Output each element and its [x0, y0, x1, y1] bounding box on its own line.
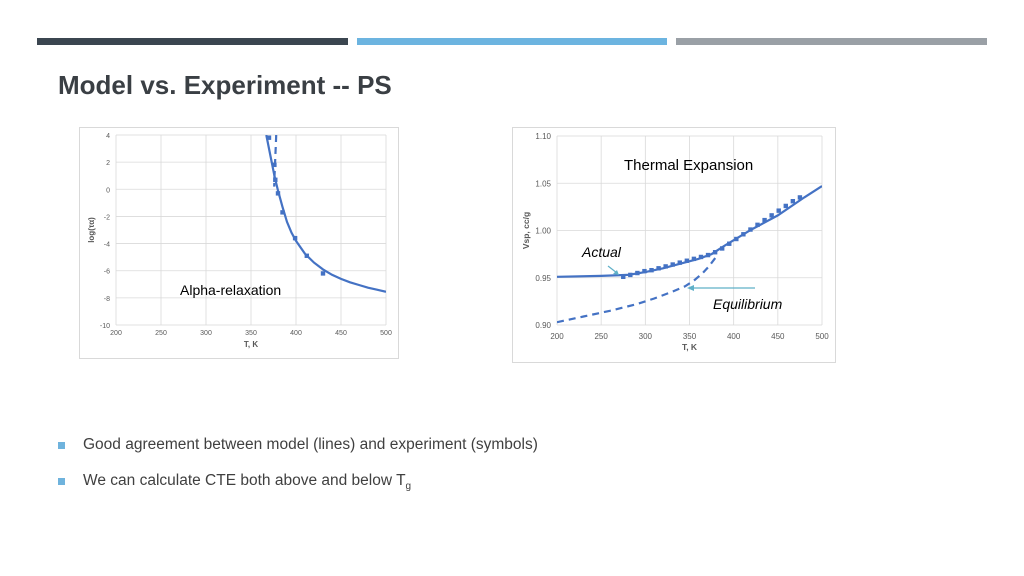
data-marker	[280, 210, 285, 215]
data-marker	[275, 191, 281, 196]
data-marker	[719, 246, 725, 251]
y-tick-label: 4	[106, 133, 110, 140]
data-marker	[783, 203, 788, 209]
y-tick-label: 1.00	[535, 227, 551, 236]
bullet-text: Good agreement between model (lines) and…	[83, 436, 538, 453]
data-marker	[304, 253, 309, 258]
y-tick-label: -4	[104, 242, 110, 249]
y-tick-label: -6	[104, 269, 110, 276]
x-tick-label: 200	[550, 332, 564, 341]
data-marker	[642, 268, 647, 274]
y-tick-label: -8	[104, 296, 110, 303]
data-marker	[755, 222, 760, 228]
data-marker	[727, 241, 732, 246]
accent-bar-dark	[37, 38, 348, 45]
data-marker	[320, 271, 326, 276]
arrow-actual-head	[613, 270, 619, 275]
series-line-model-dashed	[273, 135, 278, 187]
x-tick-label: 400	[727, 332, 741, 341]
y-axis-label: Vsp, cc/g	[521, 212, 531, 249]
x-tick-label: 500	[380, 330, 392, 337]
y-tick-label: 1.10	[535, 132, 551, 141]
data-marker	[635, 270, 640, 276]
x-tick-label: 500	[815, 332, 829, 341]
accent-bar-gray	[676, 38, 987, 45]
data-marker	[649, 267, 654, 273]
x-axis-label: T, K	[682, 342, 698, 352]
alpha-relaxation-plot: 200 250 300 350 400 450 500 -10 -8 -6 -4 -2 0 2 4 T, K l…	[87, 133, 392, 349]
x-tick-label: 250	[155, 330, 167, 337]
y-axis-label: log(τα)	[87, 217, 96, 243]
annotation-alpha-relaxation: Alpha-relaxation	[180, 282, 281, 298]
data-marker	[705, 252, 711, 258]
y-tick-label: 1.05	[535, 179, 551, 188]
thermal-expansion-plot: 200 250 300 350 400 450 500 0.90 0.95 1.00 1.05 1.1…	[521, 132, 829, 352]
series-line-actual	[557, 185, 822, 278]
data-marker	[663, 264, 668, 269]
y-tick-label: 0	[106, 187, 110, 194]
x-tick-label: 200	[110, 330, 122, 337]
data-marker	[656, 266, 661, 271]
y-tick-label: -10	[100, 323, 110, 330]
data-marker	[776, 208, 781, 213]
annotation-equilibrium: Equilibrium	[713, 296, 783, 312]
data-marker	[797, 195, 803, 200]
chart-title: Thermal Expansion	[624, 157, 753, 174]
data-marker	[762, 217, 767, 223]
data-marker	[691, 256, 697, 262]
data-marker	[621, 274, 626, 280]
bullet-text-tg: We can calculate CTE both above and belo…	[83, 472, 411, 492]
data-marker	[748, 227, 753, 232]
x-axis-label: T, K	[244, 340, 258, 349]
data-marker	[712, 250, 718, 255]
x-tick-label: 350	[683, 332, 697, 341]
bullet-square-icon	[58, 442, 65, 449]
y-tick-label: 0.95	[535, 274, 551, 283]
data-marker	[790, 199, 796, 204]
y-tick-label: 2	[106, 160, 110, 167]
data-marker	[734, 236, 739, 242]
x-tick-label: 400	[290, 330, 302, 337]
data-marker	[273, 177, 278, 182]
arrow-equilibrium-head	[687, 285, 694, 291]
alpha-relaxation-chart: 200 250 300 350 400 450 500 -10 -8 -6 -4 -2 0 2 4 T, K l…	[79, 127, 399, 359]
series-line-equilibrium	[557, 256, 717, 324]
data-marker	[670, 262, 675, 267]
data-marker	[769, 213, 774, 218]
slide-title: Model vs. Experiment -- PS	[58, 70, 392, 100]
data-marker	[684, 258, 690, 263]
x-tick-label: 450	[771, 332, 785, 341]
data-marker	[677, 260, 682, 265]
x-tick-label: 300	[639, 332, 653, 341]
bullet-text: We can calculate CTE both above and belo…	[83, 472, 406, 489]
data-marker	[266, 135, 272, 140]
x-tick-label: 450	[335, 330, 347, 337]
y-tick-label: 0.90	[535, 321, 551, 330]
thermal-expansion-chart: 200 250 300 350 400 450 500 0.90 0.95 1.00 1.05 1.1…	[512, 127, 836, 363]
data-marker	[741, 232, 746, 237]
x-tick-label: 300	[200, 330, 212, 337]
x-tick-label: 350	[245, 330, 257, 337]
bullet-subscript: g	[405, 481, 412, 493]
bullet-square-icon	[58, 478, 65, 485]
data-marker	[698, 254, 704, 260]
y-tick-label: -2	[104, 214, 110, 221]
data-marker	[628, 272, 633, 278]
annotation-actual: Actual	[581, 244, 622, 260]
data-marker	[292, 235, 298, 241]
accent-bar-blue	[357, 38, 667, 45]
data-marker	[272, 162, 277, 168]
x-tick-label: 250	[594, 332, 608, 341]
